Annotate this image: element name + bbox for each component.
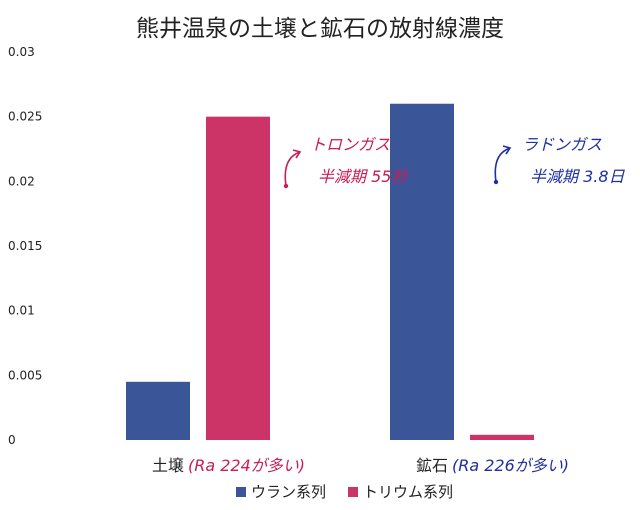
category-labels: 土壌 (Ra 224が多い) 鉱石 (Ra 226が多い) bbox=[152, 456, 569, 475]
curved-arrow-icon bbox=[493, 145, 512, 185]
annotation-line: 半減期 55秒 bbox=[318, 167, 408, 186]
bar-thorium-1 bbox=[470, 434, 534, 440]
category-note: (Ra 226が多い) bbox=[452, 456, 569, 475]
bar-uranium-0 bbox=[126, 381, 190, 440]
legend-item: ウラン系列 bbox=[236, 483, 326, 501]
y-tick-label: 0.025 bbox=[8, 110, 42, 124]
annotation-line: ラドンガス bbox=[522, 135, 602, 154]
y-axis: 0 0.005 0.01 0.015 0.02 0.025 0.03 bbox=[8, 45, 42, 447]
bars bbox=[126, 103, 534, 441]
bar-thorium-0 bbox=[206, 116, 270, 441]
chart-title: 熊井温泉の土壌と鉱石の放射線濃度 bbox=[136, 16, 504, 42]
y-tick-label: 0.005 bbox=[8, 368, 42, 382]
annotation-line: 半減期 3.8日 bbox=[530, 167, 626, 186]
legend-label: ウラン系列 bbox=[251, 483, 326, 501]
annotation-line: トロンガス bbox=[310, 135, 390, 154]
legend-swatch bbox=[236, 487, 246, 497]
category-note: (Ra 224が多い) bbox=[188, 456, 305, 475]
legend-swatch bbox=[348, 487, 358, 497]
category-label: 土壌 bbox=[152, 456, 184, 475]
y-tick-label: 0.015 bbox=[8, 239, 42, 253]
y-tick-label: 0.01 bbox=[8, 304, 35, 318]
y-tick-label: 0 bbox=[8, 433, 16, 447]
y-tick-label: 0.02 bbox=[8, 174, 35, 188]
curved-arrow-icon bbox=[283, 149, 302, 189]
legend-label: トリウム系列 bbox=[363, 483, 453, 501]
bar-uranium-1 bbox=[390, 103, 454, 440]
y-tick-label: 0.03 bbox=[8, 45, 35, 59]
legend-item: トリウム系列 bbox=[348, 483, 453, 501]
legend: ウラン系列 トリウム系列 bbox=[236, 483, 453, 501]
category-label: 鉱石 bbox=[416, 456, 448, 475]
